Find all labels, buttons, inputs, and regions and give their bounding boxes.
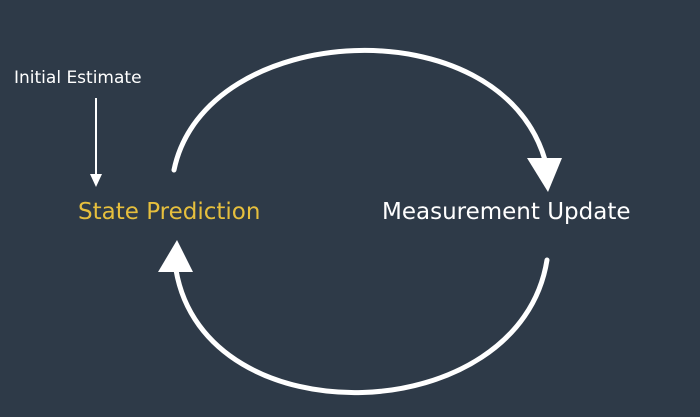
top-arc-arrowhead [527,158,562,192]
bottom-arc-arrowhead [158,240,193,272]
top-arc-arrow [171,47,548,173]
initial-estimate-arrowhead [90,174,102,187]
bottom-arc-arrow [173,257,550,395]
initial-estimate-label: Initial Estimate [14,68,142,88]
measurement-update-label: Measurement Update [382,199,631,225]
state-prediction-label: State Prediction [78,199,261,225]
